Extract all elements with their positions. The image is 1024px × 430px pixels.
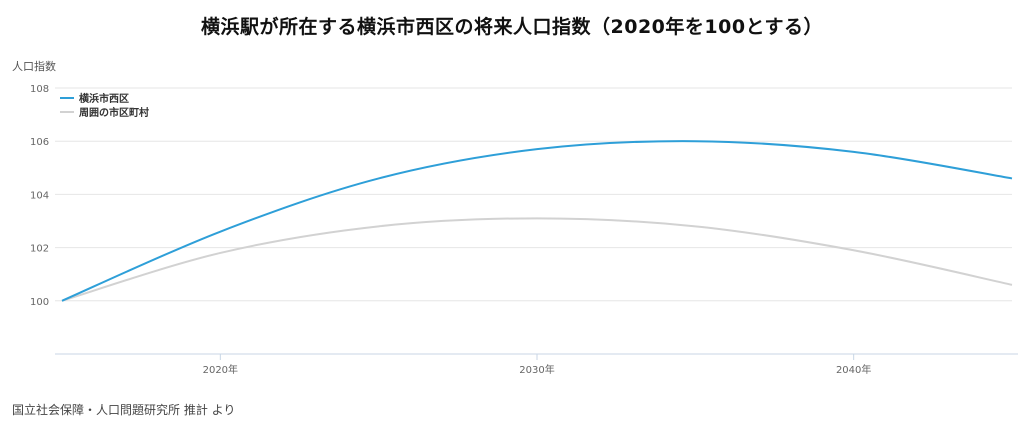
x-axis: 2020年 2030年 2040年 <box>55 353 1018 376</box>
legend-label: 横浜市西区 <box>79 92 129 105</box>
y-tick-labels: 100 102 104 106 108 <box>30 84 49 308</box>
y-axis-label: 人口指数 <box>12 60 56 73</box>
source-note: 国立社会保障・人口問題研究所 推計 より <box>12 403 236 417</box>
x-tick-label: 2040年 <box>836 363 871 376</box>
y-tick-label: 102 <box>30 244 49 255</box>
series-line-0 <box>61 140 1013 302</box>
y-tick-label: 100 <box>30 297 49 308</box>
y-tick-label: 104 <box>30 190 49 201</box>
series-lines <box>61 140 1013 302</box>
y-tick-label: 108 <box>30 84 49 95</box>
x-tick-label: 2030年 <box>519 363 554 376</box>
series-line-1 <box>61 217 1013 302</box>
x-tick-label: 2020年 <box>203 363 238 376</box>
legend-label: 周囲の市区町村 <box>79 106 149 119</box>
y-tick-label: 106 <box>30 137 49 148</box>
chart-title: 横浜駅が所在する横浜市西区の将来人口指数（2020年を100とする） <box>201 16 823 38</box>
grid-lines <box>55 87 1012 302</box>
